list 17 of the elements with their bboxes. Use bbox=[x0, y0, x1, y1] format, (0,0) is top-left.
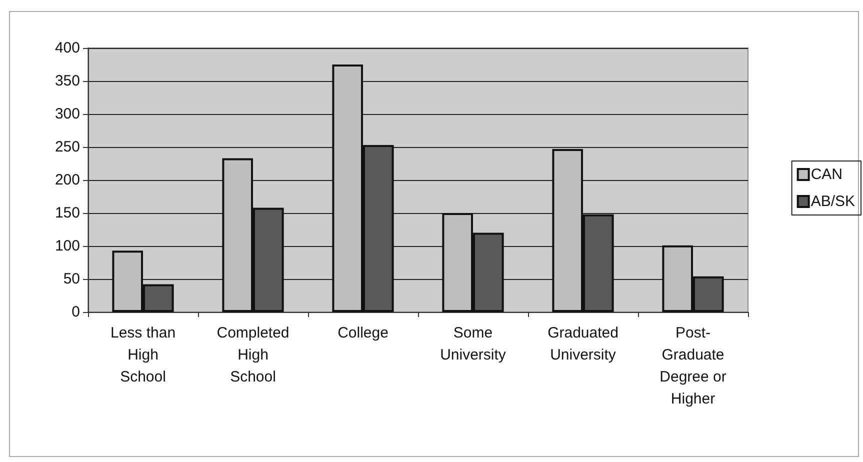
y-tick-label: 350 bbox=[54, 72, 80, 90]
x-tick-label: Post-Graduate Degree or Higher bbox=[660, 324, 726, 408]
y-tick-label: 50 bbox=[63, 270, 80, 288]
x-tick-label: Less than High School bbox=[110, 324, 176, 386]
legend-label: AB/SK bbox=[810, 193, 855, 210]
x-tick-label: Completed High School bbox=[216, 324, 290, 386]
x-tick-label: Some University bbox=[440, 324, 506, 364]
y-tick-label: 250 bbox=[54, 138, 80, 156]
y-tick-label: 300 bbox=[54, 106, 80, 122]
x-tick-label: College bbox=[338, 324, 388, 342]
y-tick-label: 400 bbox=[54, 40, 80, 56]
y-tick-label: 150 bbox=[54, 204, 80, 222]
y-tick-label: 0 bbox=[72, 304, 80, 320]
y-tick-label: 200 bbox=[54, 172, 80, 188]
x-tick-label: Graduated University bbox=[548, 324, 618, 364]
legend-label: CAN bbox=[810, 166, 842, 183]
y-tick-label: 100 bbox=[54, 238, 80, 254]
